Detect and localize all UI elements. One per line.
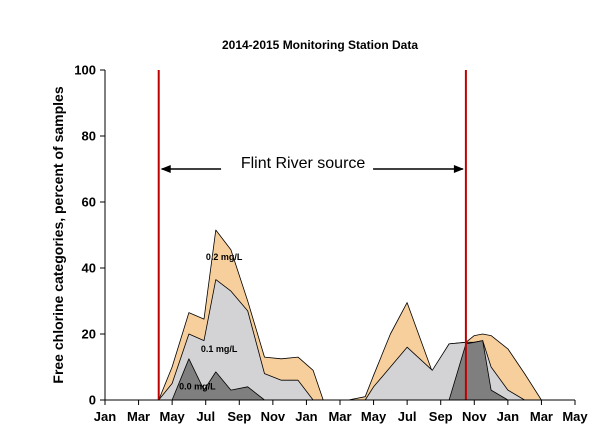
x-tick-label: Jul <box>196 409 215 424</box>
x-tick-label: Nov <box>261 409 286 424</box>
chart-title: 2014-2015 Monitoring Station Data <box>222 38 418 52</box>
x-tick-label: May <box>562 409 588 424</box>
x-tick-label: May <box>159 409 185 424</box>
marker-line-layer <box>157 70 467 400</box>
series-label: 0.1 mg/L <box>201 344 238 354</box>
x-tick-label: Mar <box>127 409 150 424</box>
y-axis-label: Free chlorine categories, percent of sam… <box>50 86 66 383</box>
x-tick-label: Mar <box>328 409 351 424</box>
y-tick-label: 100 <box>74 63 96 78</box>
annotation-text: Flint River source <box>241 155 366 172</box>
x-tick-label: Jan <box>295 409 317 424</box>
y-tick-label: 60 <box>82 195 96 210</box>
x-tick-label: Sep <box>227 409 251 424</box>
annotation-layer: Flint River source <box>160 155 464 173</box>
annotation-arrowhead-right <box>453 165 464 173</box>
y-tick-label: 20 <box>82 327 96 342</box>
x-tick-label: Mar <box>530 409 553 424</box>
series-label: 0.0 mg/L <box>179 381 216 391</box>
y-tick-label: 40 <box>82 261 96 276</box>
axes-layer: 0 20 40 60 80 100 Jan Mar May Jul Sep Nov Jan Mar May J… <box>74 63 588 425</box>
y-tick-label: 80 <box>82 129 96 144</box>
x-tick-label: Jul <box>398 409 417 424</box>
x-tick-label: Jan <box>94 409 116 424</box>
x-tick-label: Nov <box>462 409 487 424</box>
y-tick-label: 0 <box>89 393 96 408</box>
x-tick-label: Sep <box>429 409 453 424</box>
annotation-arrowhead-left <box>160 165 171 173</box>
series-label: 0.2 mg/L <box>206 252 243 262</box>
x-tick-label: May <box>361 409 387 424</box>
x-tick-label: Jan <box>497 409 519 424</box>
series-label-layer: 0.2 mg/L 0.1 mg/L 0.0 mg/L <box>179 252 243 392</box>
